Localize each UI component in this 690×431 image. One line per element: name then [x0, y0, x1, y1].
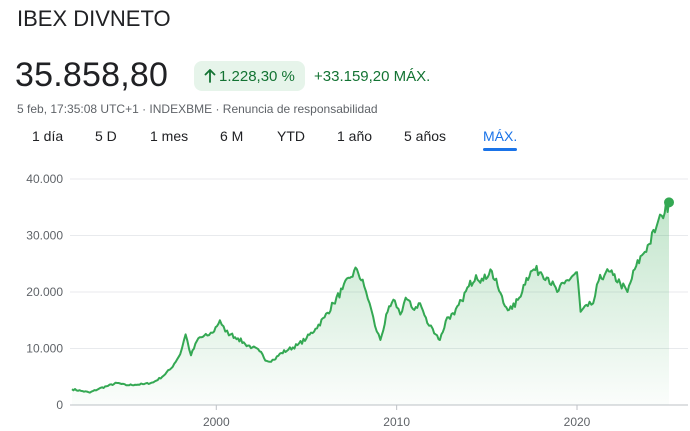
tab-5-days[interactable]: 5 D: [95, 128, 117, 144]
y-tick-label: 30.000: [26, 229, 63, 243]
y-tick-label: 0: [56, 398, 63, 412]
quote-timestamp: 5 feb, 17:35:08 UTC+1: [17, 102, 139, 116]
price-chart[interactable]: 0 10.000 20.000 30.000 40.000 2000 2010 2020: [0, 160, 690, 431]
exchange-link[interactable]: INDEXBME: [149, 102, 213, 116]
change-percent-value: 1.228,30 %: [219, 67, 295, 85]
range-tabs: 1 día 5 D 1 mes 6 M YTD 1 año 5 años MÁX…: [0, 128, 690, 152]
y-tick-label: 10.000: [26, 342, 63, 356]
current-price: 35.858,80: [15, 56, 169, 94]
change-absolute: +33.159,20 MÁX.: [314, 68, 431, 85]
change-percent-badge: 1.228,30 %: [194, 61, 305, 91]
disclaimer-link[interactable]: Renuncia de responsabilidad: [222, 102, 378, 116]
y-tick-label: 40.000: [26, 172, 63, 186]
tab-max[interactable]: MÁX.: [483, 128, 518, 151]
index-title: IBEX DIVNETO: [17, 6, 171, 31]
quote-meta: 5 feb, 17:35:08 UTC+1 · INDEXBME · Renun…: [17, 102, 378, 116]
meta-separator: ·: [212, 102, 223, 116]
last-price-point[interactable]: [664, 197, 674, 208]
meta-separator: ·: [138, 102, 150, 116]
price-line: [71, 200, 670, 394]
x-tick-label: 2010: [383, 415, 410, 429]
tab-5-years[interactable]: 5 años: [404, 128, 447, 144]
x-tick-label: 2000: [203, 415, 230, 429]
tab-1-day[interactable]: 1 día: [32, 128, 64, 144]
arrow-up-icon: [204, 69, 216, 83]
tab-1-month[interactable]: 1 mes: [150, 128, 189, 144]
price-area: [72, 201, 669, 405]
tab-ytd[interactable]: YTD: [277, 128, 305, 144]
x-tick-label: 2020: [564, 415, 591, 429]
tab-6-months[interactable]: 6 M: [220, 128, 244, 144]
tab-1-year[interactable]: 1 año: [337, 128, 373, 144]
y-tick-label: 20.000: [26, 285, 63, 299]
